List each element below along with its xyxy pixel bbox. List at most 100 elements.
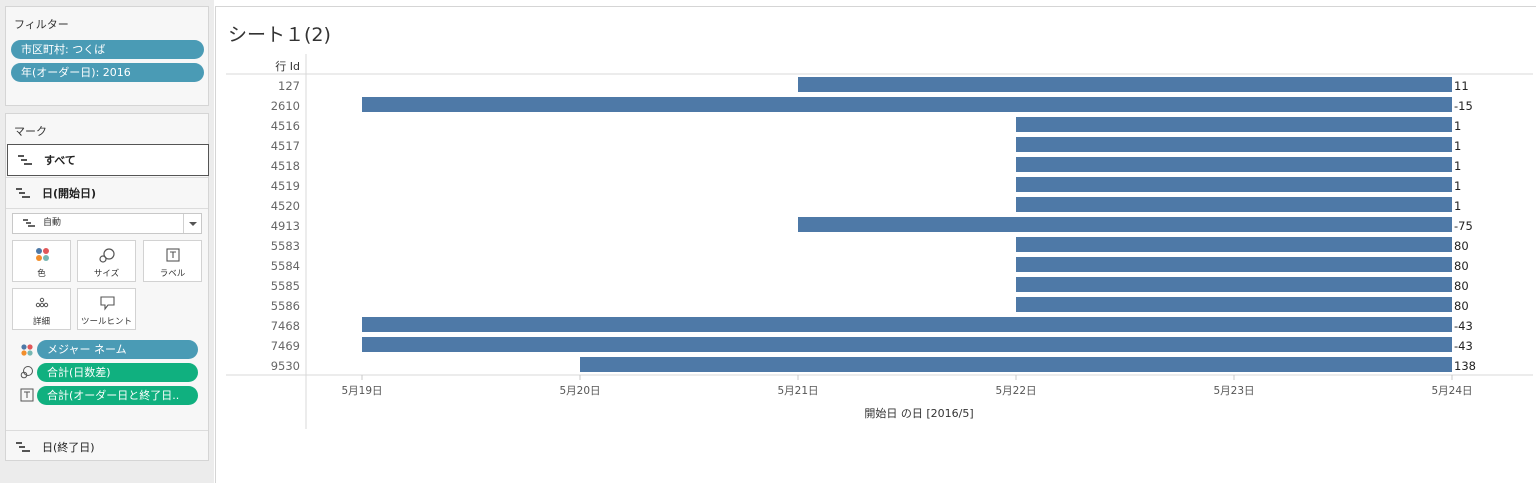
row-id-label: 4913 [271,219,300,233]
row-id-label: 7468 [271,319,300,333]
marks-end-day-label: 日(終了日) [42,441,95,454]
row-id-label: 4518 [271,159,300,173]
tooltip-button-label: ツールヒント [80,317,132,327]
filter-pill-year[interactable]: 年(オーダー日): 2016 [11,63,204,82]
pill-measure-names[interactable]: メジャー ネーム [37,340,198,359]
gantt-bar [362,337,1452,352]
marks-title: マーク [14,125,47,138]
text-label-icon [166,248,180,262]
gantt-bar [798,77,1452,92]
row-header-label: 行 Id [275,60,300,73]
row-id-label: 9530 [271,359,300,373]
row-id-label: 7469 [271,339,300,353]
gantt-bar [1016,157,1452,172]
size-button-label: サイズ [93,269,120,279]
gantt-bar [1016,177,1452,192]
color-button[interactable]: 色 [12,240,71,282]
left-sidebar: フィルター 市区町村: つくば 年(オーダー日): 2016 マーク すべて 日… [0,0,214,483]
bar-data-label: -15 [1454,99,1473,113]
text-label-icon [20,388,34,402]
bar-data-label: -43 [1454,319,1473,333]
x-tick-label: 5月20日 [559,385,600,397]
label-button[interactable]: ラベル [143,240,202,282]
gantt-mark-icon [16,442,30,452]
marks-end-day-row[interactable]: 日(終了日) [6,432,208,464]
bar-data-label: -43 [1454,339,1473,353]
gantt-bar [1016,117,1452,132]
bar-data-label: 80 [1454,299,1469,313]
detail-dots-icon [35,297,49,308]
marks-start-day-label: 日(開始日) [42,187,97,200]
gantt-bar [1016,197,1452,212]
bar-data-label: 80 [1454,239,1469,253]
chevron-down-icon[interactable] [183,214,201,233]
row-id-label: 127 [278,79,300,93]
divider [6,208,208,209]
pill-sum-day-diff[interactable]: 合計(日数差) [37,363,198,382]
bar-data-label: 80 [1454,279,1469,293]
detail-button-label: 詳細 [32,317,50,327]
x-tick-label: 5月21日 [777,385,818,397]
pill-sum-order-end[interactable]: 合計(オーダー日と終了日.. [37,386,198,405]
tooltip-button[interactable]: ツールヒント [77,288,136,330]
size-button[interactable]: サイズ [77,240,136,282]
speech-bubble-icon [100,296,115,311]
bar-data-label: 138 [1454,359,1476,373]
row-id-label: 4520 [271,199,300,213]
sheet-title: シート１(2) [228,24,331,46]
mark-type-dropdown[interactable]: 自動 [12,213,202,234]
gantt-chart: 行 Id 127 11 2610 -15 4516 1 4517 1 4518 1 4519 1 4520… [226,54,1533,429]
color-palette-icon [21,344,33,356]
label-button-label: ラベル [159,269,186,279]
filters-card: フィルター 市区町村: つくば 年(オーダー日): 2016 [5,6,209,106]
bar-data-label: 1 [1454,179,1461,193]
row-id-label: 4517 [271,139,300,153]
x-tick-label: 5月19日 [341,385,382,397]
gantt-bar [362,97,1452,112]
gantt-bar [1016,257,1452,272]
row-id-label: 2610 [271,99,300,113]
gantt-bar [1016,237,1452,252]
size-icon [20,366,33,379]
worksheet: シート１(2) 行 Id 127 11 2610 -15 4516 1 4517 1 4518 1 4… [215,6,1536,483]
x-tick-label: 5月24日 [1431,385,1472,397]
marks-all-row[interactable]: すべて [7,144,209,176]
x-axis-title: 開始日 の日 [2016/5] [864,406,973,420]
marks-start-day-row[interactable]: 日(開始日) [6,178,208,210]
x-tick-label: 5月22日 [995,385,1036,397]
color-button-label: 色 [37,269,46,279]
x-tick-label: 5月23日 [1213,385,1254,397]
gantt-bar [1016,277,1452,292]
gantt-bar [1016,297,1452,312]
row-id-label: 5583 [271,239,300,253]
row-id-label: 4519 [271,179,300,193]
divider [6,430,208,431]
gantt-bar [580,357,1452,372]
bar-data-label: 1 [1454,199,1461,213]
gantt-bar [1016,137,1452,152]
mark-type-value: 自動 [43,218,62,228]
gantt-mark-icon [16,188,30,198]
row-id-label: 5585 [271,279,300,293]
bar-data-label: 1 [1454,139,1461,153]
gantt-bar [798,217,1452,232]
bar-data-label: -75 [1454,219,1473,233]
gantt-mark-icon [18,155,32,165]
marks-card: マーク すべて 日(開始日) 自動 色 [5,113,209,461]
gantt-bar [362,317,1452,332]
filter-pill-city[interactable]: 市区町村: つくば [11,40,204,59]
divider [6,177,208,178]
bar-data-label: 80 [1454,259,1469,273]
bar-data-label: 1 [1454,119,1461,133]
color-palette-icon [36,248,49,261]
marks-all-label: すべて [44,154,76,167]
bar-data-label: 1 [1454,159,1461,173]
bar-data-label: 11 [1454,79,1469,93]
size-icon [99,248,115,263]
row-id-label: 5586 [271,299,300,313]
row-id-label: 4516 [271,119,300,133]
detail-button[interactable]: 詳細 [12,288,71,330]
row-id-label: 5584 [271,259,300,273]
filters-title: フィルター [14,18,69,31]
gantt-mark-icon [23,219,35,227]
